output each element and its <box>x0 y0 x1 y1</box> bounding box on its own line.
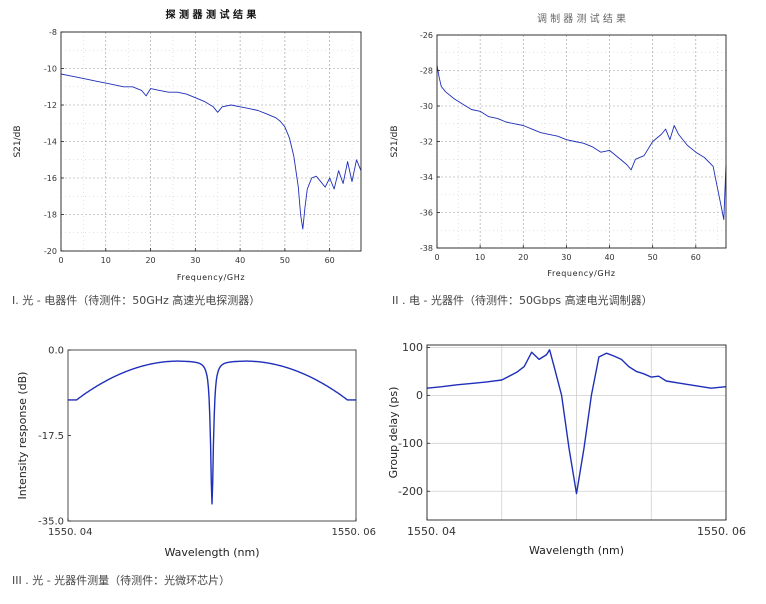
chart-ring-intensity: 1550. 04 1550. 06 0.0 -17.5 -35.0 Wavelength … <box>0 330 383 565</box>
y-tick-label: -18 <box>44 210 57 219</box>
y-tick-label: -14 <box>44 137 57 146</box>
x-tick-label: 60 <box>691 253 701 262</box>
y-axis-label: S21/dB <box>390 125 400 157</box>
series-line <box>436 65 727 221</box>
y-axis-label: Intensity response (dB) <box>16 372 29 500</box>
x-tick-label: 10 <box>475 253 485 262</box>
plot-frame <box>426 344 727 521</box>
y-tick-label: -20 <box>44 247 57 256</box>
y-axis-label: Group delay (ps) <box>387 387 400 479</box>
x-tick-label: 40 <box>604 253 614 262</box>
chart-modulator: 调 制 器 测 试 结 果 0 10 20 30 40 50 60 -26 -28 -30 -32 -3… <box>383 0 766 290</box>
caption-oo: III . 光 - 光器件测量（待测件：光微环芯片） <box>12 574 231 587</box>
y-tick-label: 100 <box>402 341 423 354</box>
y-tick-label: -100 <box>398 437 423 450</box>
y-tick-label: -35.0 <box>38 517 64 528</box>
chart-svg-photodetector: 探 测 器 测 试 结 果 0 10 20 30 40 50 60 -8 -10 -12 -14 -16… <box>13 8 362 282</box>
x-axis-label: Wavelength (nm) <box>529 544 624 557</box>
chart-photodetector: 探 测 器 测 试 结 果 0 10 20 30 40 50 60 -8 -10 -12 -14 -16… <box>0 0 383 290</box>
y-tick-label: -10 <box>44 64 57 73</box>
x-axis-label: Frequency/GHz <box>177 273 245 282</box>
y-tick-label: -36 <box>420 208 433 217</box>
x-tick-label: 10 <box>101 256 111 265</box>
caption-oe: I. 光 - 电器件（待测件：50GHz 高速光电探测器） <box>12 294 261 307</box>
x-tick-label: 20 <box>518 253 528 262</box>
caption-eo: II . 电 - 光器件（待测件：50Gbps 高速电光调制器） <box>392 294 653 307</box>
chart-svg-modulator: 调 制 器 测 试 结 果 0 10 20 30 40 50 60 -26 -28 -30 -32 -3… <box>390 12 727 278</box>
series-line <box>68 360 356 505</box>
x-tick-label: 0 <box>58 256 63 265</box>
y-tick-label: -38 <box>420 244 433 253</box>
y-tick-label: -12 <box>44 101 57 110</box>
y-tick-label: -200 <box>398 485 423 498</box>
y-axis-label: S21/dB <box>13 125 23 157</box>
y-tick-label: 0 <box>416 389 423 402</box>
y-tick-label: -8 <box>49 28 57 37</box>
y-tick-label: -30 <box>420 102 433 111</box>
y-tick-label: 0.0 <box>48 346 64 357</box>
chart-title: 探 测 器 测 试 结 果 <box>166 8 258 21</box>
x-axis-label: Wavelength (nm) <box>164 546 259 559</box>
x-tick-label: 50 <box>648 253 658 262</box>
x-tick-label: 1550. 04 <box>48 527 93 538</box>
chart-ring-delay: 1550. 04 1550. 06 100 0 -100 -200 Wavelength (… <box>383 330 766 565</box>
chart-svg-ring-intensity: 1550. 04 1550. 06 0.0 -17.5 -35.0 Wavelength … <box>16 346 376 560</box>
y-tick-label: -34 <box>420 173 433 182</box>
series-line <box>60 73 362 230</box>
y-tick-label: -28 <box>420 66 433 75</box>
x-tick-label: 20 <box>145 256 155 265</box>
x-tick-label: 1550. 06 <box>331 527 376 538</box>
y-tick-label: -32 <box>420 137 433 146</box>
x-tick-label: 0 <box>434 253 439 262</box>
chart-title: 调 制 器 测 试 结 果 <box>537 12 626 25</box>
y-tick-label: -17.5 <box>38 431 64 442</box>
x-tick-label: 1550. 06 <box>697 525 746 538</box>
x-tick-label: 30 <box>561 253 571 262</box>
x-tick-label: 40 <box>235 256 245 265</box>
chart-svg-ring-delay: 1550. 04 1550. 06 100 0 -100 -200 Wavelength (… <box>387 341 746 557</box>
x-tick-label: 30 <box>190 256 200 265</box>
x-tick-label: 50 <box>280 256 290 265</box>
y-tick-label: -16 <box>44 174 57 183</box>
x-tick-label: 1550. 04 <box>407 525 456 538</box>
x-tick-label: 60 <box>325 256 335 265</box>
x-axis-label: Frequency/GHz <box>547 269 615 278</box>
y-tick-label: -26 <box>420 31 433 40</box>
series-line <box>426 349 727 495</box>
